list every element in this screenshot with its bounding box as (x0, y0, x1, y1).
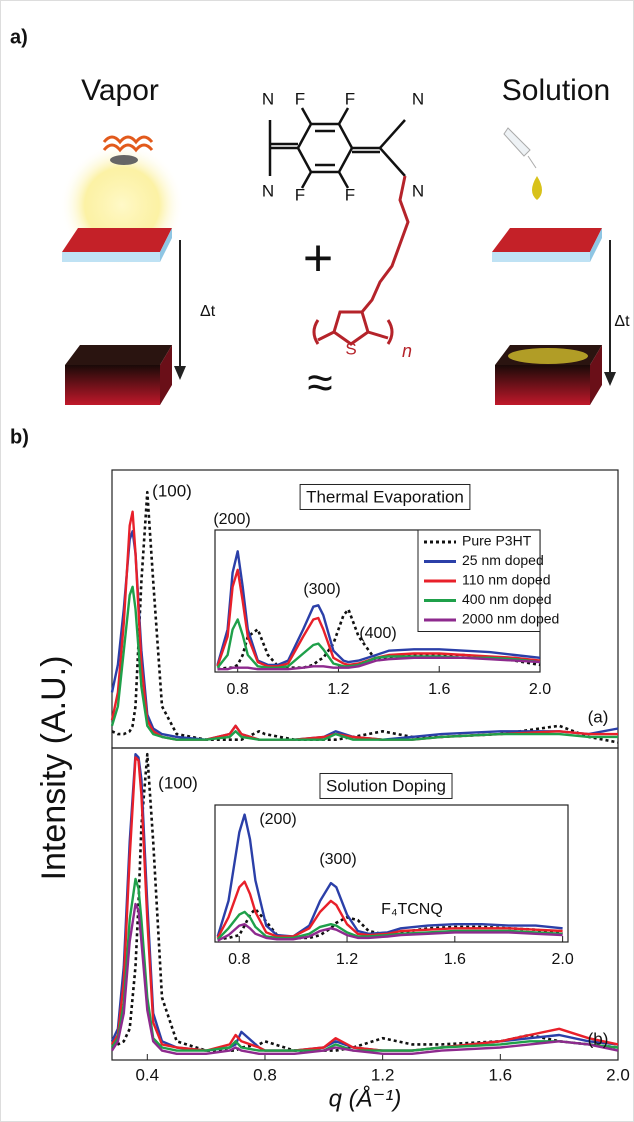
atom-label: S (345, 339, 356, 358)
solution-illustration (492, 128, 616, 405)
y-axis-label: Intensity (A.U.) (35, 656, 73, 881)
atom-label: F (295, 89, 305, 108)
atom-label: N (412, 89, 424, 108)
annotation: (b) (588, 1029, 609, 1048)
plus-sign: + (303, 230, 333, 288)
x-tick-label: 1.6 (489, 1065, 513, 1084)
x-tick-label: 0.4 (135, 1065, 159, 1084)
x-tick-label: 2.0 (606, 1065, 630, 1084)
legend-label: Pure P3HT (462, 533, 532, 549)
series-line (112, 757, 618, 1050)
chart-title: Thermal Evaporation (306, 487, 464, 506)
legend-label: 400 nm doped (462, 591, 552, 607)
vapor-label: Vapor (81, 74, 159, 107)
approx-sign: ≈ (307, 356, 332, 408)
x-tick-label: 1.2 (336, 951, 358, 968)
legend-label: 2000 nm doped (462, 611, 559, 627)
annotation: (300) (303, 581, 340, 598)
atom-label: F (345, 89, 355, 108)
figure: a) Vapor Solution Δt Δt (0, 0, 634, 1122)
x-tick-label: 2.0 (529, 681, 551, 698)
x-tick-label: 1.2 (371, 1065, 395, 1084)
atom-label: F (345, 185, 355, 204)
annotation: (100) (158, 773, 198, 792)
atom-label: N (262, 89, 274, 108)
annotation: (200) (259, 811, 296, 828)
panel-label: b) (10, 426, 29, 448)
panel-label: a) (10, 26, 28, 48)
annotation: (400) (359, 625, 396, 642)
x-axis-label: q (Å⁻¹) (329, 1084, 402, 1112)
plot-frame (112, 470, 618, 748)
x-tick-label: 2.0 (551, 951, 573, 968)
delta-t: Δt (200, 303, 216, 320)
annotation: F₄TCNQ (381, 901, 443, 918)
vapor-illustration (60, 137, 186, 405)
delta-t: Δt (614, 313, 630, 330)
solution-label: Solution (502, 74, 610, 107)
series-line (112, 879, 618, 1051)
x-tick-label: 1.2 (327, 681, 349, 698)
x-tick-label: 0.8 (228, 951, 250, 968)
page: { "panel_a": { "label": "a)", "vapor": "… (0, 0, 634, 1122)
x-tick-label: 0.8 (227, 681, 249, 698)
repeat-unit: n (402, 341, 412, 361)
annotation: (100) (152, 481, 192, 500)
atom-label: F (295, 185, 305, 204)
x-tick-label: 0.8 (253, 1065, 277, 1084)
x-tick-label: 1.6 (444, 951, 466, 968)
chart-title: Solution Doping (326, 776, 446, 795)
legend-label: 110 nm doped (462, 572, 550, 588)
legend-label: 25 nm doped (462, 552, 544, 568)
atom-label: N (262, 181, 274, 200)
atom-label: N (412, 181, 424, 200)
annotation: (a) (588, 707, 609, 726)
annotation: (200) (213, 511, 250, 528)
x-tick-label: 1.6 (428, 681, 450, 698)
molecule (270, 108, 405, 188)
annotation: (300) (319, 851, 356, 868)
